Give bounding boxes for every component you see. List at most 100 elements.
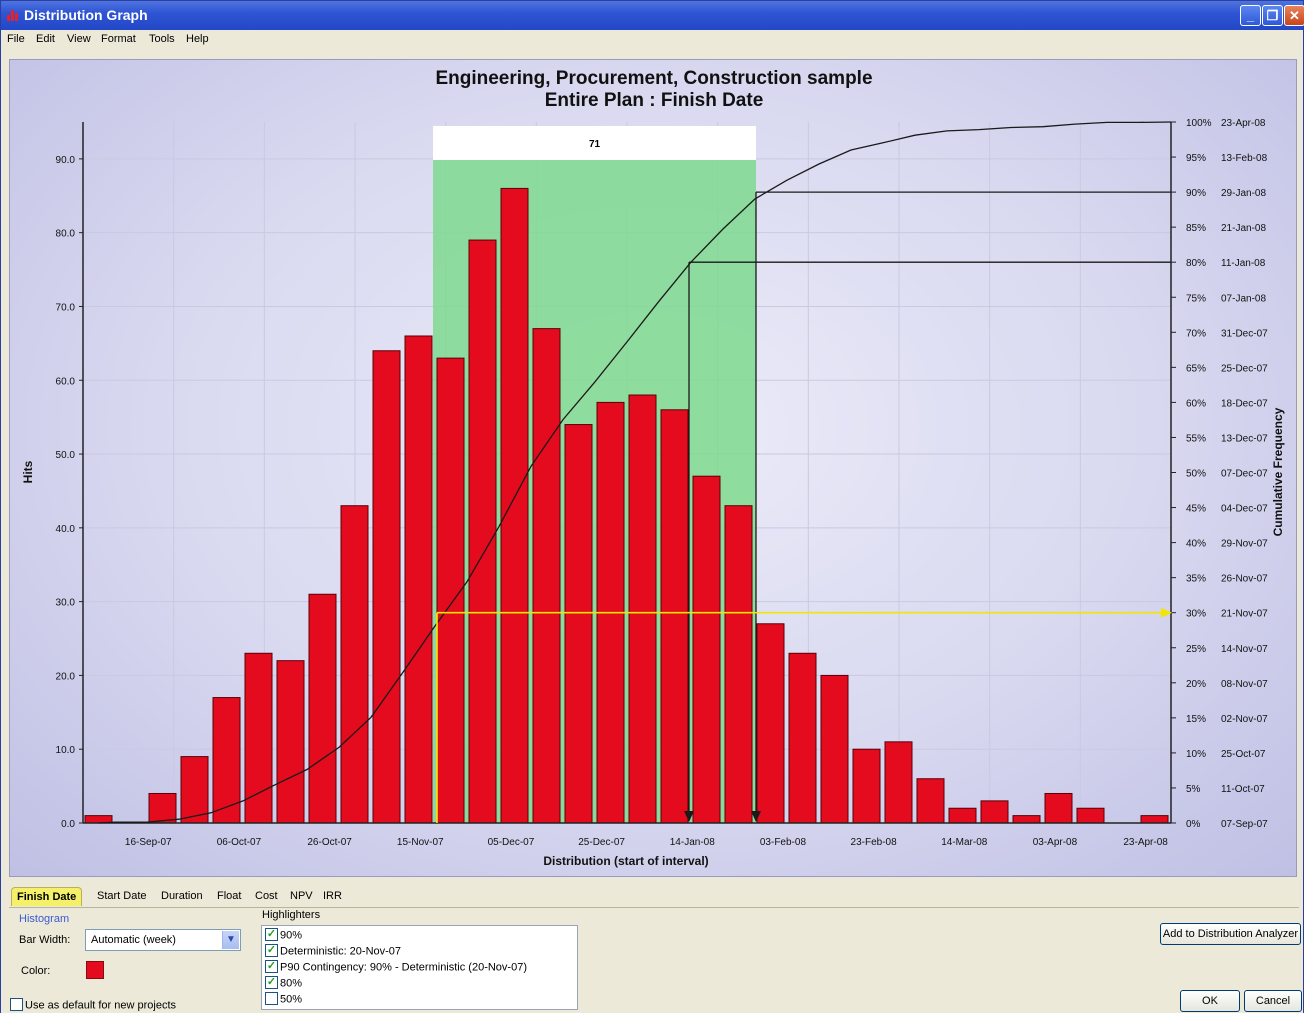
menu-file[interactable]: File [7,33,25,45]
x-tick-label: 23-Apr-08 [1123,837,1168,848]
y-axis-label: Hits [21,460,35,483]
right-tick-date: 14-Nov-07 [1221,644,1268,655]
histogram-bar [1076,807,1105,824]
menu-tools[interactable]: Tools [149,33,175,45]
histogram-bar [884,741,913,824]
tab-irr[interactable]: IRR [323,890,342,902]
histogram-bar [372,350,401,824]
highlighter-label: 90% [280,929,303,942]
right-tick-percent: 55% [1186,433,1206,444]
histogram-bar [308,593,337,824]
right-tick-percent: 85% [1186,223,1206,234]
histogram-bar [916,778,945,824]
menu-bar: File Edit View Format Tools Help [1,30,1303,50]
right-tick-percent: 75% [1186,293,1206,304]
highlighter-item[interactable]: 50% [265,992,302,1009]
highlighter-checkbox[interactable] [265,992,278,1005]
right-tick-date: 25-Oct-07 [1221,749,1266,760]
add-to-analyzer-button[interactable]: Add to Distribution Analyzer [1160,923,1301,945]
right-tick-date: 13-Dec-07 [1221,433,1268,444]
histogram-bar [500,187,529,824]
highlighter-checkbox[interactable]: ✓ [265,928,278,941]
highlighters-list: ✓ 90% ✓ Deterministic: 20-Nov-07 ✓ P90 Cont… [261,925,578,1010]
bar-width-label: Bar Width: [19,934,71,946]
histogram-bar [148,792,177,824]
p80-arrow-icon [684,811,694,822]
bar-width-select[interactable]: Automatic (week) ▼ [85,929,241,951]
right-tick-date: 31-Dec-07 [1221,328,1268,339]
highlighter-item[interactable]: ✓ 80% [265,976,302,993]
bar-chart-icon [7,10,18,21]
color-swatch[interactable] [86,961,104,979]
x-tick-label: 14-Jan-08 [670,837,715,848]
tab-finish-date[interactable]: Finish Date [11,887,83,906]
histogram-bar [532,328,561,824]
right-tick-percent: 15% [1186,714,1206,725]
x-tick-label: 03-Feb-08 [760,837,807,848]
histogram-bar [724,505,753,824]
highlighter-item[interactable]: ✓ 90% [265,928,303,945]
x-tick-label: 23-Feb-08 [851,837,898,848]
title-bar[interactable]: Distribution Graph _ ❐ ✕ [1,1,1304,30]
menu-help[interactable]: Help [186,33,209,45]
maximize-icon: ❐ [1266,8,1279,23]
ok-button[interactable]: OK [1180,990,1240,1012]
default-checkbox[interactable] [10,998,23,1011]
histogram-bar [788,652,817,824]
histogram-label: Histogram [19,913,70,925]
cancel-button[interactable]: Cancel [1244,990,1302,1012]
window-title: Distribution Graph [24,7,148,23]
highlighter-checkbox[interactable]: ✓ [265,944,278,957]
menu-view[interactable]: View [67,33,91,45]
color-label: Color: [21,965,51,977]
default-checkbox-row[interactable]: Use as default for new projects [10,998,176,1012]
right-tick-date: 25-Dec-07 [1221,363,1268,374]
distribution-chart[interactable]: 71 0.0 10.0 20.0 30.0 40.0 50.0 60.0 70.0 80.0 90.… [10,60,1298,878]
y-tick-label: 60.0 [56,376,76,387]
chevron-down-icon[interactable]: ▼ [222,931,239,949]
tab-duration[interactable]: Duration [161,890,203,902]
y-tick-label: 40.0 [56,524,76,535]
right-tick-date: 23-Apr-08 [1221,118,1266,129]
chart-panel: Engineering, Procurement, Construction s… [9,59,1297,877]
tab-npv[interactable]: NPV [290,890,313,902]
highlighter-item[interactable]: ✓ Deterministic: 20-Nov-07 [265,944,401,961]
maximize-button[interactable]: ❐ [1262,5,1283,26]
histogram-bar [756,623,785,824]
tab-start-date[interactable]: Start Date [97,890,147,902]
right-tick-percent: 10% [1186,749,1206,760]
histogram-bar [84,815,113,824]
histogram-bar [1044,792,1073,824]
menu-format[interactable]: Format [101,33,136,45]
right-tick-percent: 0% [1186,819,1201,830]
minimize-button[interactable]: _ [1240,5,1261,26]
menu-edit[interactable]: Edit [36,33,55,45]
tab-float[interactable]: Float [217,890,242,902]
histogram-bar [852,748,881,824]
histogram-bar [948,807,977,824]
minimize-icon: _ [1246,8,1255,23]
y-tick-label: 10.0 [56,745,76,756]
right-tick-date: 29-Jan-08 [1221,188,1266,199]
histogram-bar [468,239,497,824]
right-tick-percent: 45% [1186,504,1206,515]
highlighter-checkbox[interactable]: ✓ [265,960,278,973]
right-tick-percent: 90% [1186,188,1206,199]
close-icon: ✕ [1289,8,1300,23]
highlighter-item[interactable]: ✓ P90 Contingency: 90% - Deterministic (2… [265,960,527,977]
highlighter-checkbox[interactable]: ✓ [265,976,278,989]
chart-title-block: Engineering, Procurement, Construction s… [10,68,1298,112]
histogram-bar [660,409,689,824]
tab-cost[interactable]: Cost [255,890,278,902]
x-tick-label: 16-Sep-07 [125,837,172,848]
close-button[interactable]: ✕ [1284,5,1304,26]
right-tick-date: 26-Nov-07 [1221,574,1268,585]
x-tick-label: 05-Dec-07 [488,837,535,848]
tab-divider [9,907,1299,908]
right-tick-percent: 5% [1186,784,1201,795]
right-tick-percent: 20% [1186,679,1206,690]
bar-width-value: Automatic (week) [91,934,176,946]
right-tick-percent: 95% [1186,153,1206,164]
highlighters-title: Highlighters [262,909,321,921]
histogram-bar [692,475,721,824]
